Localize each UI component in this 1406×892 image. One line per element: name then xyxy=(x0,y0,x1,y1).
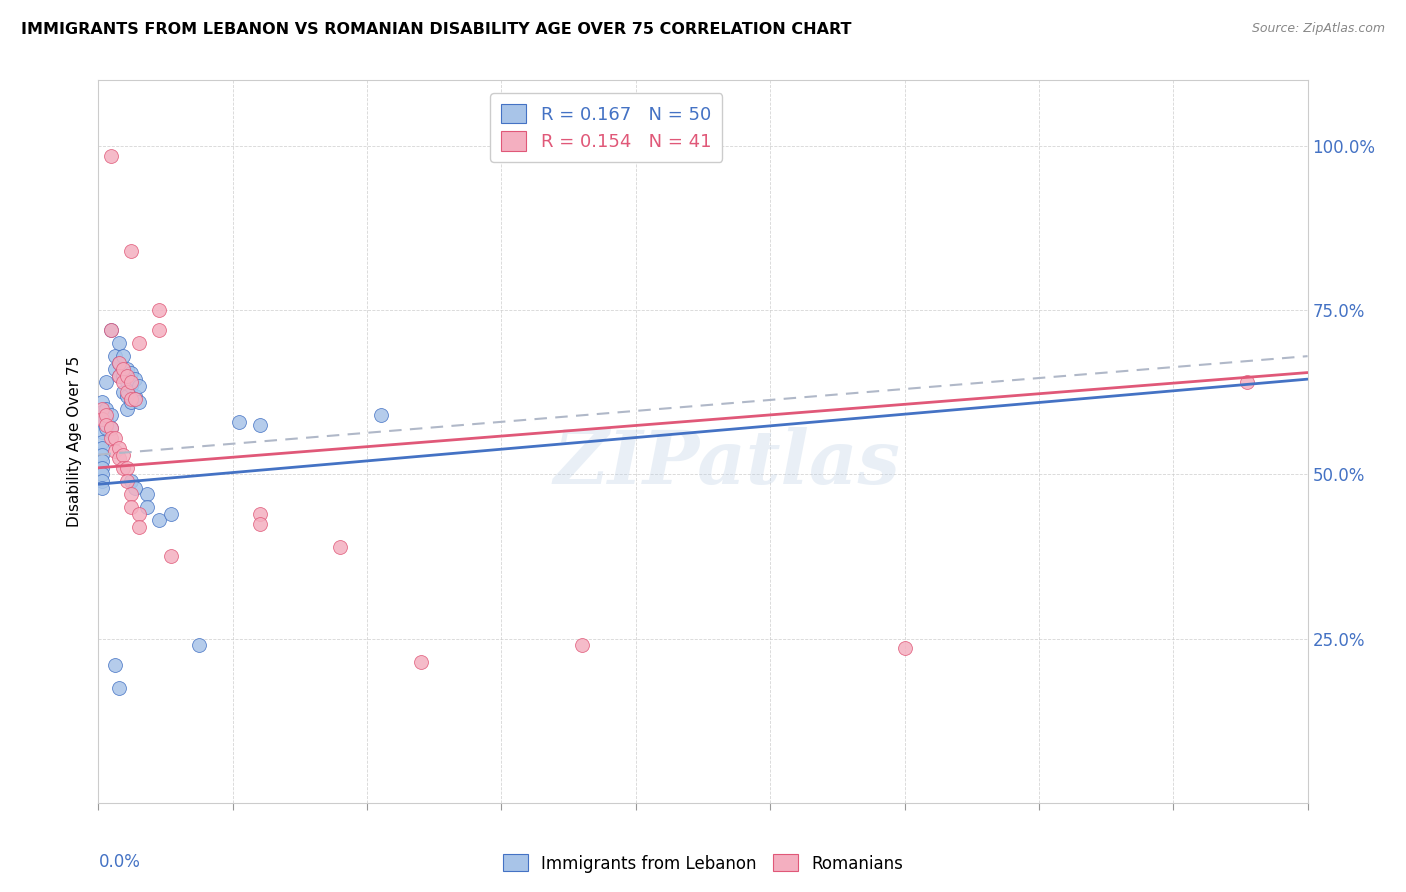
Point xyxy=(111,448,134,462)
Point xyxy=(91,474,114,488)
Legend: R = 0.167   N = 50, R = 0.154   N = 41: R = 0.167 N = 50, R = 0.154 N = 41 xyxy=(491,93,723,161)
Point xyxy=(107,356,129,370)
Point xyxy=(96,401,118,416)
Point xyxy=(115,362,138,376)
Point xyxy=(329,540,352,554)
Point xyxy=(135,500,157,515)
Point xyxy=(91,467,114,482)
Point xyxy=(160,549,183,564)
Point xyxy=(107,681,129,695)
Point xyxy=(91,460,114,475)
Text: ZIPatlas: ZIPatlas xyxy=(554,427,901,500)
Point xyxy=(107,368,129,383)
Point xyxy=(103,362,125,376)
Point xyxy=(124,481,146,495)
Point xyxy=(115,388,138,402)
Point xyxy=(893,641,915,656)
Point xyxy=(228,415,250,429)
Point xyxy=(91,401,114,416)
Point xyxy=(100,323,122,337)
Point xyxy=(107,450,129,465)
Point xyxy=(148,303,170,318)
Point xyxy=(120,376,142,390)
Point xyxy=(91,441,114,455)
Point xyxy=(111,368,134,383)
Point xyxy=(135,487,157,501)
Point xyxy=(103,349,125,363)
Point xyxy=(188,638,211,652)
Point xyxy=(96,409,118,423)
Point xyxy=(1236,376,1258,390)
Point xyxy=(128,507,150,521)
Point xyxy=(148,513,170,527)
Point xyxy=(249,516,271,531)
Point xyxy=(111,362,134,376)
Point xyxy=(111,460,134,475)
Point xyxy=(111,376,134,390)
Point xyxy=(96,411,118,425)
Point xyxy=(91,405,114,419)
Point xyxy=(120,474,142,488)
Point xyxy=(100,323,122,337)
Point xyxy=(91,448,114,462)
Point xyxy=(120,395,142,409)
Point xyxy=(124,392,146,406)
Point xyxy=(120,244,142,258)
Y-axis label: Disability Age Over 75: Disability Age Over 75 xyxy=(67,356,83,527)
Point xyxy=(96,421,118,435)
Point xyxy=(91,434,114,449)
Text: Source: ZipAtlas.com: Source: ZipAtlas.com xyxy=(1251,22,1385,36)
Point xyxy=(111,349,134,363)
Point xyxy=(571,638,593,652)
Point xyxy=(103,431,125,445)
Point xyxy=(100,431,122,445)
Text: 0.0%: 0.0% xyxy=(98,854,141,871)
Point xyxy=(115,460,138,475)
Point xyxy=(91,395,114,409)
Point xyxy=(103,657,125,672)
Point xyxy=(124,372,146,386)
Point xyxy=(120,378,142,392)
Point xyxy=(128,378,150,392)
Point xyxy=(128,395,150,409)
Point xyxy=(100,421,122,435)
Point xyxy=(100,409,122,423)
Point xyxy=(124,388,146,402)
Point xyxy=(115,376,138,390)
Point xyxy=(120,392,142,406)
Text: IMMIGRANTS FROM LEBANON VS ROMANIAN DISABILITY AGE OVER 75 CORRELATION CHART: IMMIGRANTS FROM LEBANON VS ROMANIAN DISA… xyxy=(21,22,852,37)
Point xyxy=(100,149,122,163)
Point xyxy=(96,418,118,433)
Point xyxy=(91,415,114,429)
Point xyxy=(91,411,114,425)
Point xyxy=(91,454,114,468)
Point xyxy=(107,368,129,383)
Point xyxy=(120,366,142,380)
Point xyxy=(249,507,271,521)
Point xyxy=(115,474,138,488)
Point xyxy=(120,487,142,501)
Point xyxy=(128,336,150,351)
Point xyxy=(115,368,138,383)
Point xyxy=(107,441,129,455)
Point xyxy=(160,507,183,521)
Point xyxy=(103,444,125,458)
Point xyxy=(115,385,138,400)
Legend: Immigrants from Lebanon, Romanians: Immigrants from Lebanon, Romanians xyxy=(496,847,910,880)
Point xyxy=(96,376,118,390)
Point xyxy=(115,401,138,416)
Point xyxy=(128,520,150,534)
Point xyxy=(409,655,432,669)
Point xyxy=(91,425,114,439)
Point xyxy=(107,356,129,370)
Point xyxy=(100,421,122,435)
Point xyxy=(249,418,271,433)
Point xyxy=(148,323,170,337)
Point xyxy=(370,409,392,423)
Point xyxy=(120,500,142,515)
Point xyxy=(91,481,114,495)
Point xyxy=(107,336,129,351)
Point xyxy=(111,385,134,400)
